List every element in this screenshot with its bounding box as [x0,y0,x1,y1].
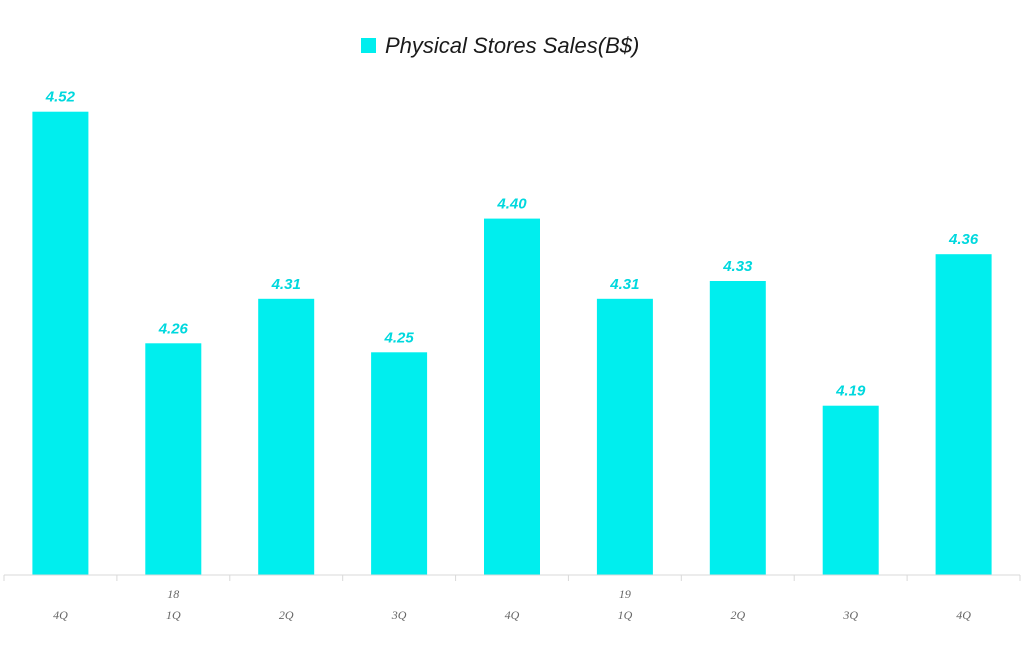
bar-6 [709,281,766,575]
bar-0 [32,111,89,575]
x-tick-label-0: 4Q [53,608,68,622]
data-label-3: 4.25 [383,329,414,346]
bar-4 [484,218,540,575]
data-label-4: 4.40 [496,196,527,213]
bar-7 [822,405,879,575]
legend-swatch [361,38,376,53]
x-year-label-0: 18 [167,587,179,601]
bar-8 [935,254,992,575]
data-label-0: 4.52 [45,89,76,106]
bar-3 [371,352,428,576]
data-label-8: 4.36 [948,231,979,248]
x-axis-tick-labels: 4Q 1Q 2Q 3Q 4Q 1Q 2Q 3Q 4Q [53,608,971,622]
data-labels-group: 4.52 4.26 4.31 4.25 4.40 4.31 4.33 4.19 4.36 [45,89,979,400]
bar-5 [596,298,653,575]
x-tick-label-5: 1Q [618,608,633,622]
x-tick-label-3: 3Q [391,608,407,622]
x-axis-ticks [3,575,1021,581]
x-tick-label-8: 4Q [956,608,971,622]
data-label-5: 4.31 [609,276,639,293]
bar-1 [145,343,202,575]
data-label-7: 4.19 [835,383,866,400]
x-tick-label-2: 2Q [279,608,294,622]
legend-label: Physical Stores Sales(B$) [385,33,639,58]
legend: Physical Stores Sales(B$) [361,33,639,58]
x-tick-label-1: 1Q [166,608,181,622]
x-tick-label-6: 2Q [730,608,745,622]
data-label-6: 4.33 [722,258,753,275]
x-tick-label-7: 3Q [842,608,858,622]
data-label-2: 4.31 [271,276,301,293]
x-axis-year-labels: 18 19 [167,587,631,601]
x-tick-label-4: 4Q [505,608,520,622]
bar-2 [258,298,315,575]
data-label-1: 4.26 [158,320,189,337]
x-year-label-1: 19 [619,587,631,601]
bars-group [32,111,992,576]
